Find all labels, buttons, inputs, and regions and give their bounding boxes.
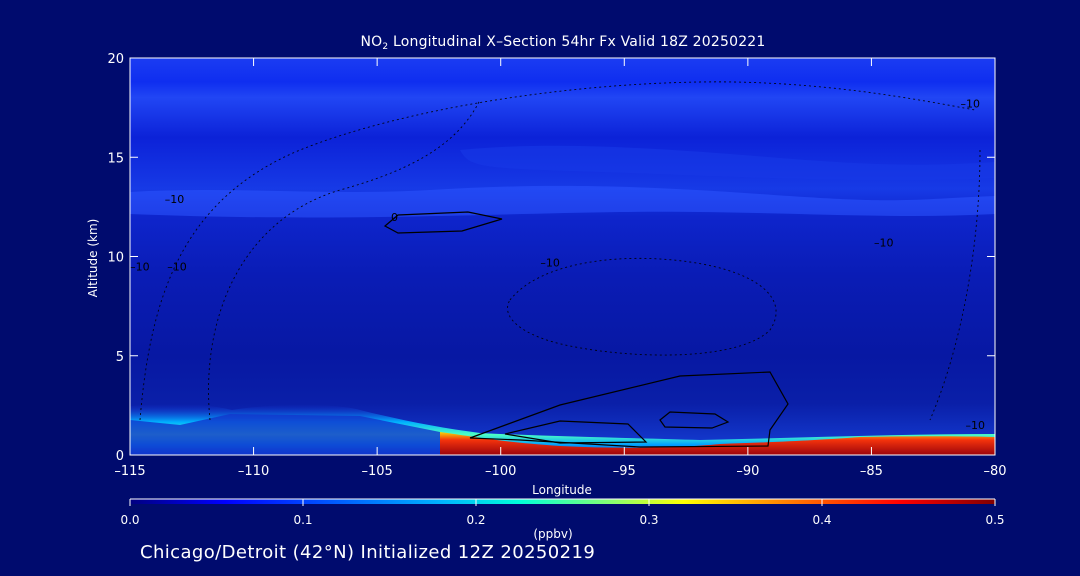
contour-label: –10 [165,193,185,206]
contour-upper-closed [383,211,503,234]
x-tick-label: –85 [860,464,883,479]
x-tick-label: –105 [361,464,392,479]
y-axis-label: Altitude (km) [86,219,100,298]
x-tick-label: –115 [114,464,145,479]
dashed-right [929,149,981,421]
x-tick-label: –110 [238,464,269,479]
high-concentration-region [440,432,995,455]
colorbar-tick-label: 0.1 [293,513,312,527]
surface-region [130,414,440,455]
contour-label-group: –10 –10 –10 –10 –10 –10 –10 0 [130,98,985,433]
y-tick-label: 15 [107,151,124,166]
upper-band-2 [460,145,995,181]
colorbar-ticks: 0.0 0.1 0.2 0.3 0.4 0.5 [120,499,1005,527]
colorbar-tick-label: 0.4 [812,513,831,527]
contour-label: –10 [130,260,150,273]
contour-lower-outer [469,371,789,448]
contour-label: –10 [965,419,985,432]
colorbar [130,499,995,504]
dashed-outer [139,81,976,421]
contour-label: 0 [391,211,398,224]
y-tick-label: 20 [107,52,124,67]
y-tick-label: 10 [107,251,124,266]
x-axis: –115 –110 –105 –100 –95 –90 –85 –80 [114,58,1007,479]
colorbar-tick-label: 0.3 [639,513,658,527]
colorbar-tick-label: 0.2 [466,513,485,527]
x-tick-label: –100 [485,464,516,479]
contour-lower-inner [504,420,648,444]
y-axis: 0 5 10 15 20 [107,52,995,464]
y-tick-label: 5 [116,350,124,365]
upper-band [130,185,995,218]
y-tick-label: 0 [116,449,124,464]
contour-lower-small [659,411,730,429]
contour-label: –10 [167,260,187,273]
contour-label: –10 [540,256,560,269]
contour-dashed [139,81,981,421]
contour-lines [383,211,789,448]
colorbar-tick-label: 0.5 [985,513,1004,527]
x-tick-label: –80 [983,464,1006,479]
contour-label: –10 [874,237,894,250]
x-tick-label: –90 [736,464,759,479]
field-background [130,58,995,455]
footer-caption: Chicago/Detroit (42°N) Initialized 12Z 2… [140,542,596,563]
chart-title: NO2 Longitudinal X–Section 54hr Fx Valid… [360,34,766,52]
x-tick-label: –95 [613,464,636,479]
contour-label: –10 [961,98,981,111]
colorbar-label: (ppbv) [533,527,572,541]
colorbar-tick-label: 0.0 [120,513,139,527]
x-axis-label: Longitude [532,483,592,497]
dashed-mid [208,99,481,421]
